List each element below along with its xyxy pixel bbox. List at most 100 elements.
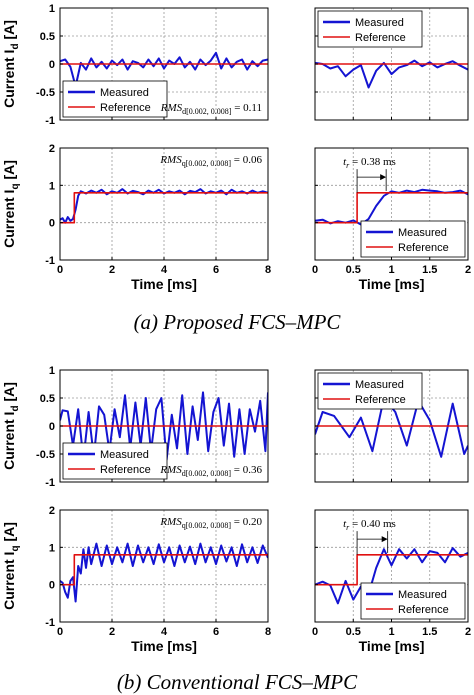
rise-marker-arrowhead	[380, 174, 387, 181]
series-group	[315, 397, 468, 458]
legend: Measured Reference	[360, 220, 466, 258]
legend-box	[317, 372, 423, 410]
series-group	[60, 51, 268, 88]
legend-label: Reference	[398, 242, 449, 254]
y-tick-label: 1	[49, 542, 55, 554]
series-line-reference	[60, 192, 268, 224]
series-line-reference	[315, 192, 468, 224]
y-tick-label: 0	[49, 421, 55, 433]
caption-a: (a) Proposed FCS–MPC	[134, 310, 342, 334]
series-group	[315, 547, 468, 605]
x-tick-label: 1	[388, 626, 394, 638]
legend: Measured Reference	[360, 582, 466, 620]
x-tick-label: 4	[161, 264, 168, 276]
legend: Measured Reference	[317, 10, 423, 48]
y-tick-label: -0.5	[36, 449, 55, 461]
x-tick-label: 2	[465, 626, 471, 638]
rms-annotation: RMSq[0.002, 0.008] = 0.20	[159, 516, 262, 530]
legend-box	[317, 10, 423, 48]
legend: Measured Reference	[62, 80, 168, 118]
y-tick-label: 1	[49, 365, 55, 377]
x-tick-label: 0.5	[346, 626, 361, 638]
y-axis-label: Current Iq [A]	[1, 160, 21, 248]
x-tick-label: 4	[161, 626, 168, 638]
x-tick-label: 1.5	[422, 264, 437, 276]
rise-time-label: tr = 0.40 ms	[343, 518, 396, 532]
y-tick-label: 0	[49, 580, 55, 592]
x-tick-label: 0	[57, 264, 63, 276]
x-tick-label: 8	[265, 626, 271, 638]
x-tick-label: 6	[213, 264, 219, 276]
series-line-reference	[315, 553, 468, 586]
legend-label: Reference	[398, 604, 449, 616]
rms-annotation: RMSq[0.002, 0.008] = 0.06	[159, 154, 262, 168]
x-axis-label: Time [ms]	[359, 276, 425, 292]
rise-time-marker: tr = 0.40 ms	[343, 518, 396, 555]
rms-annotation: RMSd[0.002, 0.008] = 0.36	[159, 464, 262, 478]
series-line-measured	[315, 188, 468, 226]
y-tick-label: -1	[45, 255, 55, 267]
y-tick-label: -1	[45, 617, 55, 629]
legend-label: Measured	[100, 449, 149, 461]
x-axis-label: Time [ms]	[359, 638, 425, 654]
y-tick-label: 1	[49, 180, 55, 192]
legend-label: Measured	[398, 589, 447, 601]
chart-panel-b-id-zoom: Measured Reference	[314, 369, 469, 483]
y-tick-label: -1	[45, 115, 55, 127]
legend-label: Reference	[355, 394, 406, 406]
chart-panel-b-id-full: -1 -0.5 0 0.5 1 Current Id [A] Measured Referen…	[1, 365, 269, 489]
y-tick-label: 2	[49, 143, 55, 155]
legend: Measured Reference	[317, 372, 423, 410]
legend-box	[62, 80, 168, 118]
rise-time-marker: tr = 0.38 ms	[343, 156, 396, 193]
x-axis-label: Time [ms]	[131, 638, 197, 654]
legend-box	[62, 442, 168, 480]
chart-panel-b-iq-zoom: 0 0.5 1 1.5 2 Time [ms] Measured Reference tr = …	[312, 509, 471, 654]
legend-box	[360, 220, 466, 258]
y-tick-label: 2	[49, 505, 55, 517]
x-tick-label: 8	[265, 264, 271, 276]
legend-label: Measured	[355, 17, 404, 29]
series-group	[315, 59, 468, 89]
rise-marker-arrowhead	[381, 536, 388, 543]
y-tick-label: 0.5	[40, 31, 55, 43]
series-line-measured	[315, 547, 468, 605]
y-tick-label: -1	[45, 477, 55, 489]
series-line-reference	[60, 553, 268, 586]
y-axis-label: Current Id [A]	[1, 382, 21, 470]
y-tick-label: -0.5	[36, 87, 55, 99]
caption-b: (b) Conventional FCS–MPC	[117, 670, 358, 694]
y-tick-label: 1	[49, 3, 55, 15]
x-tick-label: 1	[388, 264, 394, 276]
chart-panel-a-iq-zoom: 0 0.5 1 1.5 2 Time [ms] Measured Reference tr = …	[312, 147, 471, 292]
x-tick-label: 2	[109, 626, 115, 638]
x-tick-label: 0	[312, 626, 318, 638]
rise-time-label: tr = 0.38 ms	[343, 156, 396, 170]
chart-panel-a-id-zoom: Measured Reference	[314, 7, 469, 121]
series-group	[60, 188, 268, 224]
x-tick-label: 0.5	[346, 264, 361, 276]
y-tick-label: 0.5	[40, 393, 55, 405]
x-tick-label: 2	[465, 264, 471, 276]
legend-box	[360, 582, 466, 620]
series-line-measured	[315, 397, 468, 458]
legend-label: Measured	[398, 227, 447, 239]
rms-annotation: RMSd[0.002, 0.008] = 0.11	[160, 102, 262, 116]
x-tick-label: 0	[312, 264, 318, 276]
y-axis-label: Current Iq [A]	[1, 522, 21, 610]
y-tick-label: 0	[49, 218, 55, 230]
x-tick-label: 0	[57, 626, 63, 638]
legend-label: Reference	[100, 464, 151, 476]
y-axis-label: Current Id [A]	[1, 20, 21, 108]
chart-panel-a-id-full: -1 -0.5 0 0.5 1 Current Id [A] Measured Referen…	[1, 3, 269, 127]
series-group	[60, 542, 268, 603]
x-tick-label: 6	[213, 626, 219, 638]
legend-label: Reference	[100, 102, 151, 114]
legend: Measured Reference	[62, 442, 168, 480]
legend-label: Reference	[355, 32, 406, 44]
series-line-measured	[60, 542, 268, 603]
x-axis-label: Time [ms]	[131, 276, 197, 292]
